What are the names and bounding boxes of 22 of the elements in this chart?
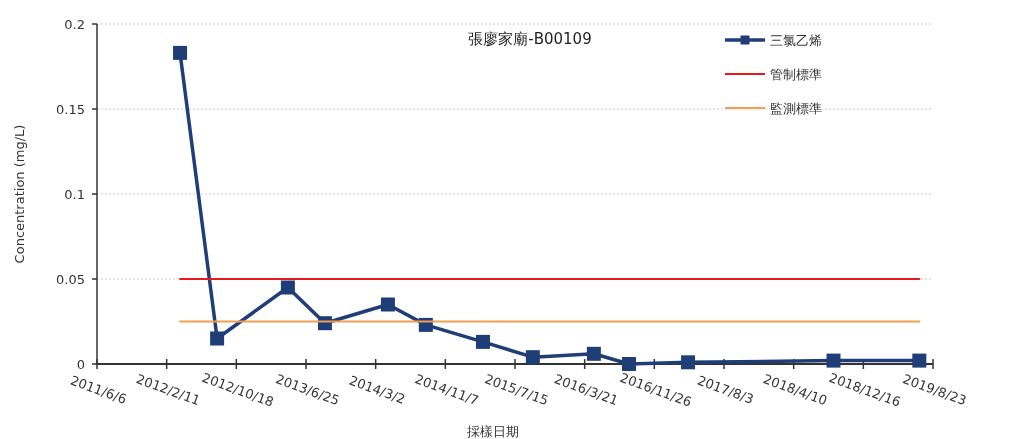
y-tick-label: 0.1: [64, 187, 85, 202]
y-tick-label: 0.15: [56, 102, 85, 117]
legend-label: 三氯乙烯: [770, 33, 822, 48]
point: [586, 346, 601, 361]
legend-label: 監測標準: [770, 101, 822, 116]
point: [210, 331, 225, 346]
x-axis-title: 採樣日期: [467, 424, 519, 439]
point: [826, 353, 841, 368]
point: [173, 45, 188, 60]
point: [912, 353, 927, 368]
point: [475, 334, 490, 349]
y-tick-label: 0: [76, 357, 85, 372]
point: [621, 357, 636, 371]
legend-label: 管制標準: [770, 67, 822, 82]
point: [525, 350, 540, 365]
y-tick-label: 0.05: [56, 272, 85, 287]
point: [380, 297, 395, 312]
point: [681, 355, 696, 370]
y-tick-label: 0.2: [64, 17, 85, 32]
y-axis-title: Concentration (mg/L): [12, 124, 27, 264]
chart-title: 張廖家廟-B00109: [468, 30, 592, 48]
point: [280, 280, 295, 295]
